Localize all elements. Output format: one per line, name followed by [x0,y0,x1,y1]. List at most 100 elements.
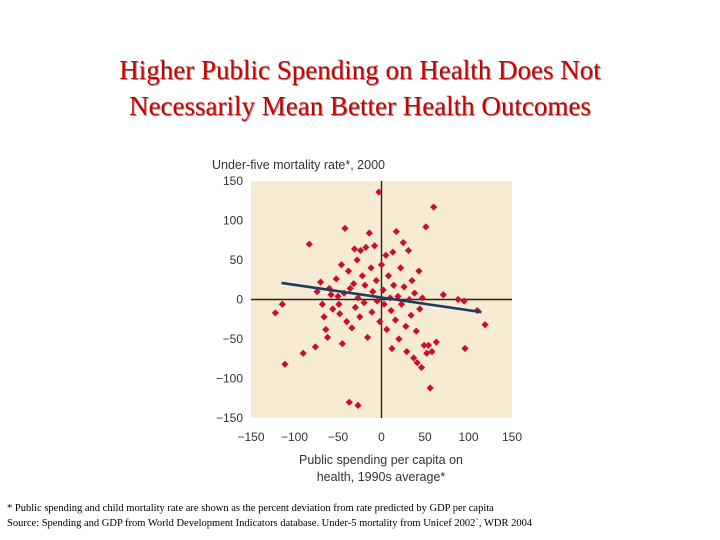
data-point [329,305,337,313]
data-point [323,333,332,342]
data-point [365,229,373,237]
data-point [313,288,321,296]
data-point [332,275,340,283]
data-point [338,340,346,348]
data-point [354,294,362,302]
data-point [337,261,346,269]
data-point [454,295,462,304]
data-point [348,324,356,332]
data-point [383,325,391,334]
slide-title: Higher Public Spending on Health Does No… [0,52,720,124]
trend-line [281,281,482,314]
data-point [410,289,419,297]
data-point [404,246,413,255]
data-point [345,398,353,406]
data-point [389,248,397,256]
data-point [357,246,365,255]
data-point [362,243,370,251]
y-tick-label: −100 [216,372,243,386]
data-point [418,294,426,302]
data-point [354,401,362,409]
x-tick-label: 150 [502,430,522,444]
data-point [460,297,468,305]
y-tick-label: 100 [223,214,243,228]
data-point [397,300,406,308]
x-axis-label: Public spending per capita on [299,453,463,467]
x-tick-label: 100 [458,430,478,444]
data-point [481,321,489,329]
y-tick-label: −150 [216,411,243,425]
source-text: Source: Spending and GDP from World Deve… [7,518,533,529]
data-point [384,272,393,280]
data-point [420,341,428,349]
x-tick-label: 0 [378,430,385,444]
data-point [395,335,403,343]
data-point [361,281,369,289]
data-point [350,280,358,288]
data-point [388,344,396,353]
data-point [320,313,328,321]
x-axis-label: health, 1990s average* [317,470,446,484]
y-tick-label: 0 [236,293,243,307]
data-point [399,239,407,247]
data-point [380,300,388,308]
data-point [370,242,379,250]
data-point [327,291,335,299]
data-point [417,363,426,372]
data-point [391,316,400,324]
data-point [367,264,375,272]
data-point [358,272,366,280]
data-point [368,308,376,316]
data-point [415,267,423,275]
data-point [376,318,384,326]
data-point [400,283,408,291]
data-point [426,384,434,392]
data-point [278,300,286,308]
data-point [461,344,469,353]
y-tick-label: 150 [223,174,243,188]
data-point [394,292,402,300]
data-point [318,300,326,308]
data-point [412,327,420,335]
data-point [351,303,359,311]
data-point [344,267,353,275]
data-point [322,325,330,334]
data-point [363,333,372,342]
data-point [317,278,325,286]
data-point [422,223,430,231]
data-point [424,341,433,349]
data-point [335,300,343,308]
footnote: * Public spending and child mortality ra… [7,501,713,531]
data-point [350,245,359,253]
data-point [407,311,415,319]
data-point [413,359,421,367]
data-point [432,338,440,346]
data-point [336,310,344,318]
x-tick-label: −50 [328,430,349,444]
data-point [299,349,307,357]
slide-title-line-1: Higher Public Spending on Health Does No… [119,55,601,85]
footnote-text: * Public spending and child mortality ra… [7,503,494,514]
y-tick-label: 50 [230,253,244,267]
x-tick-label: −100 [281,430,308,444]
data-point [390,281,398,289]
data-point [382,251,390,259]
data-point [416,305,424,313]
y-tick-label: −50 [223,332,244,346]
data-point [379,286,387,294]
data-point [373,297,381,305]
data-point [271,309,279,317]
data-point [403,348,411,356]
data-point [341,224,349,232]
chart-title: Under-five mortality rate*, 2000 [212,158,385,172]
data-point [281,360,289,368]
data-point [353,256,361,264]
data-point [408,276,416,285]
data-point [397,264,405,272]
data-point [428,348,436,356]
data-point [423,349,431,357]
data-point [372,276,380,285]
data-point [392,227,400,236]
data-point [439,291,447,299]
x-tick-label: −150 [237,430,264,444]
